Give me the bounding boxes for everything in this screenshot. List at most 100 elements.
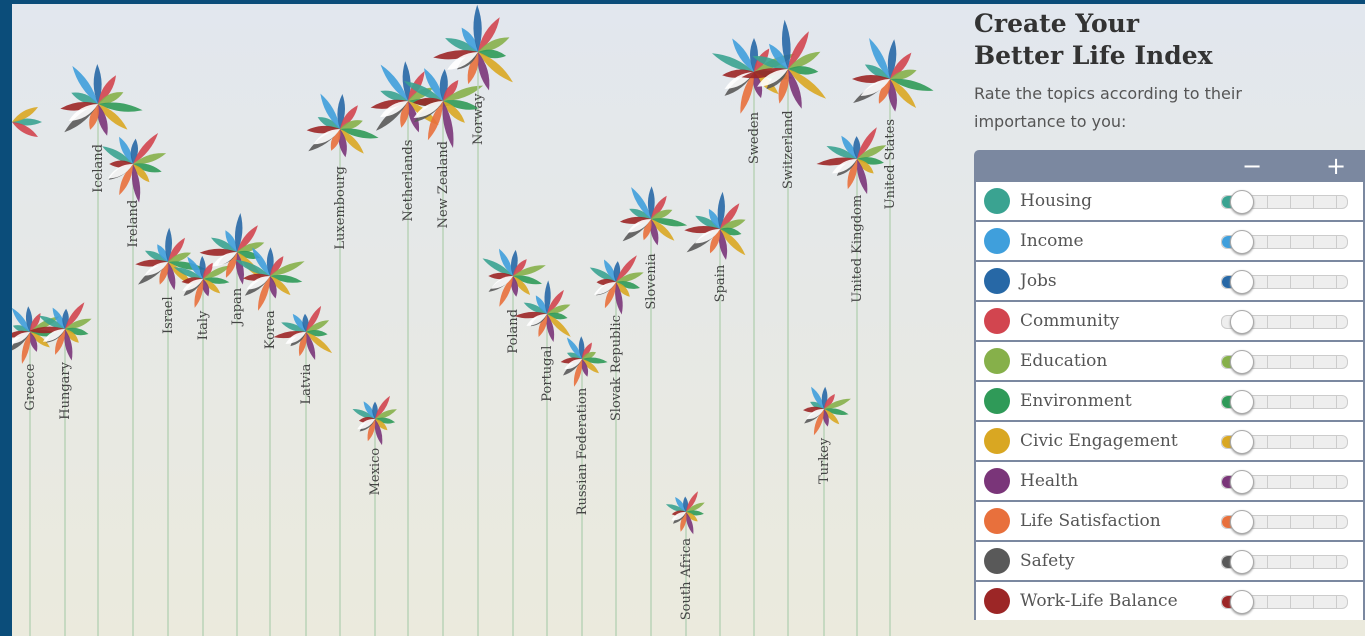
petal — [202, 279, 210, 297]
country-flower: Russian Federation — [560, 336, 608, 636]
petal — [98, 102, 143, 112]
petal — [712, 53, 754, 72]
petal — [52, 307, 65, 329]
topic-slider[interactable] — [1221, 470, 1348, 494]
slider-knob[interactable] — [1230, 270, 1254, 294]
petal — [317, 117, 340, 130]
topic-slider[interactable] — [1221, 190, 1348, 214]
petal — [788, 69, 827, 99]
country-label: Latvia — [299, 363, 314, 404]
slider-knob[interactable] — [1230, 230, 1254, 254]
petal — [225, 252, 238, 278]
topic-label: Education — [1020, 351, 1108, 371]
petal — [593, 282, 616, 295]
petal — [511, 276, 519, 297]
petal — [720, 219, 746, 230]
petal — [237, 250, 261, 259]
topic-slider[interactable] — [1221, 270, 1348, 294]
topic-row: Community — [976, 302, 1363, 340]
topic-row: Education — [976, 342, 1363, 380]
petal — [442, 101, 454, 148]
petal — [97, 104, 108, 136]
petal — [380, 101, 408, 118]
petal — [582, 359, 599, 374]
topic-row: Civic Engagement — [976, 422, 1363, 460]
petal — [816, 157, 857, 166]
petal — [787, 69, 802, 109]
petal — [890, 79, 917, 108]
petal — [443, 80, 459, 101]
country-flower: Greece — [12, 306, 60, 636]
petal — [547, 314, 571, 337]
slider-knob[interactable] — [1230, 310, 1254, 334]
topic-slider[interactable] — [1221, 510, 1348, 534]
country-flower: Luxembourg — [306, 93, 379, 636]
petal — [564, 358, 582, 370]
petal — [357, 418, 375, 430]
petal — [203, 279, 221, 294]
topic-slider[interactable] — [1221, 230, 1348, 254]
petal — [402, 61, 411, 101]
petal — [857, 157, 884, 165]
slider-knob[interactable] — [1230, 550, 1254, 574]
plus[interactable]: + — [1326, 152, 1347, 180]
topic-slider[interactable] — [1221, 390, 1348, 414]
petal — [752, 72, 763, 99]
slider-knob[interactable] — [1230, 430, 1254, 454]
petal — [847, 159, 858, 190]
petal — [42, 329, 65, 342]
topic-slider[interactable] — [1221, 310, 1348, 334]
country-flower: Switzerland — [741, 19, 827, 636]
petal — [482, 258, 513, 276]
country-flower: United Kingdom — [816, 127, 887, 636]
petal — [212, 252, 237, 267]
petal — [433, 50, 478, 60]
petal — [93, 64, 102, 104]
country-label: New Zealand — [436, 141, 451, 228]
petal — [305, 332, 316, 360]
petal — [890, 78, 934, 91]
country-label: United Kingdom — [850, 195, 865, 303]
slider-knob[interactable] — [1230, 510, 1254, 534]
petal — [203, 265, 231, 279]
petal — [375, 417, 396, 424]
stage: Greece Hungary Iceland Ireland Israel Italy Ja… — [12, 4, 1365, 636]
petal — [513, 275, 542, 285]
topic-label: Housing — [1020, 191, 1093, 211]
petal — [367, 419, 376, 442]
slider-knob[interactable] — [1230, 350, 1254, 374]
country-label: Iceland — [91, 144, 106, 193]
petal — [513, 276, 531, 295]
petal — [778, 69, 789, 104]
slider-knob[interactable] — [1230, 590, 1254, 614]
country-label: Mexico — [368, 448, 383, 496]
topic-label: Community — [1020, 311, 1120, 331]
petal — [757, 69, 788, 87]
topic-slider[interactable] — [1221, 550, 1348, 574]
petal — [363, 401, 375, 419]
country-label: Ireland — [126, 200, 141, 248]
country-label: Norway — [471, 93, 486, 145]
petal — [234, 213, 243, 252]
country-label: Portugal — [540, 346, 555, 402]
panel-title: Create Your Better Life Index — [974, 9, 1213, 70]
petal — [822, 409, 829, 427]
petal — [157, 244, 169, 262]
slider-knob[interactable] — [1230, 390, 1254, 414]
minus[interactable]: − — [1242, 152, 1263, 180]
petal — [732, 38, 754, 72]
petal — [320, 93, 340, 129]
slider-knob[interactable] — [1230, 470, 1254, 494]
topic-slider[interactable] — [1221, 590, 1348, 614]
petal — [340, 105, 358, 129]
topic-slider[interactable] — [1221, 430, 1348, 454]
petal — [589, 267, 616, 282]
topic-slider[interactable] — [1221, 350, 1348, 374]
slider-knob[interactable] — [1230, 190, 1254, 214]
topic-label: Environment — [1020, 391, 1132, 411]
petal — [467, 52, 479, 85]
petal — [89, 104, 99, 130]
country-flower: Slovenia — [619, 186, 688, 636]
petal — [235, 259, 270, 276]
petal — [168, 252, 191, 263]
